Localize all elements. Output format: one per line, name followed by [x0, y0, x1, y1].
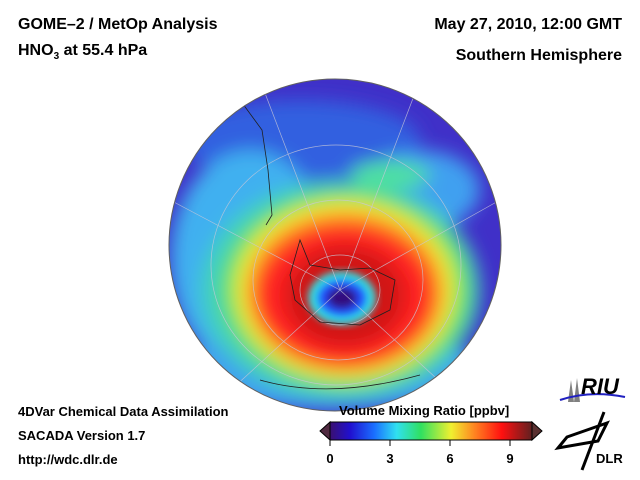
data-field [169, 79, 501, 411]
graticule [169, 79, 501, 401]
colorbar-tick: 3 [386, 451, 394, 466]
region: Southern Hemisphere [455, 47, 622, 64]
footer-version: SACADA Version 1.7 [18, 428, 146, 443]
colorbar [319, 420, 543, 446]
analysis-title: GOME–2 / MetOp Analysis [18, 16, 218, 33]
footer-url[interactable]: http://wdc.dlr.de [18, 452, 118, 467]
riu-logo [559, 378, 626, 402]
species: HNO [18, 42, 54, 59]
globe-outline [168, 78, 502, 412]
dlr-logo-icon [554, 411, 610, 471]
colorbar-tick: 6 [446, 451, 454, 466]
colorbar-tick: 0 [326, 451, 334, 466]
colorbar-tick: 9 [506, 451, 514, 466]
footer-method: 4DVar Chemical Data Assimilation [18, 404, 229, 419]
riu-logo-text: RIU [581, 374, 619, 399]
dlr-logo-text: DLR [596, 451, 623, 466]
coastlines [239, 99, 421, 390]
colorbar-title: Volume Mixing Ratio [ppbv] [339, 403, 510, 418]
datetime: May 27, 2010, 12:00 GMT [434, 16, 622, 33]
species-subscript: 3 [53, 51, 60, 63]
pressure-level: at 55.4 hPa [59, 42, 148, 59]
species-level: HNO3 at 55.4 hPa [18, 42, 147, 62]
